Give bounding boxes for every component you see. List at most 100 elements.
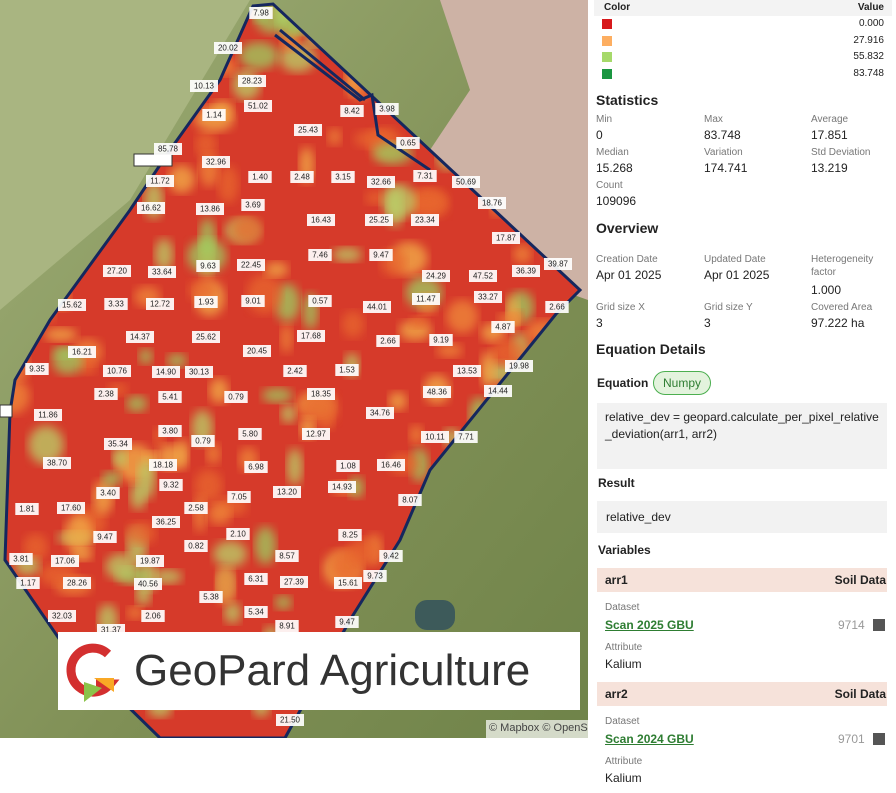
value-label: 16.43 xyxy=(311,216,332,225)
heat-blob xyxy=(154,238,174,271)
value-label-bg xyxy=(241,295,265,307)
value-label: 8.42 xyxy=(344,107,360,116)
value-label-bg xyxy=(340,105,364,117)
dataset-id: 9701 xyxy=(838,732,865,746)
attribute-value: Kalium xyxy=(605,657,642,671)
value-label: 2.66 xyxy=(549,303,565,312)
value-label: 2.48 xyxy=(294,173,310,182)
overview-value: Apr 01 2025 xyxy=(704,268,770,282)
value-label-bg xyxy=(214,42,242,54)
value-label-bg xyxy=(275,550,299,562)
value-label: 1.08 xyxy=(340,462,356,471)
heat-blob xyxy=(217,165,239,204)
value-label: 21.50 xyxy=(280,716,301,725)
value-label: 38.70 xyxy=(47,459,68,468)
variable-band xyxy=(597,568,887,592)
value-label-bg xyxy=(244,461,268,473)
value-label-bg xyxy=(307,388,335,400)
stat-value: 17.851 xyxy=(811,128,848,142)
heat-blob xyxy=(490,338,526,367)
legend-header: Value xyxy=(857,2,884,13)
logo-accent xyxy=(94,678,114,692)
value-label: 32.03 xyxy=(52,612,73,621)
dataset-icon xyxy=(873,733,885,745)
value-label-bg xyxy=(146,175,174,187)
heat-blob xyxy=(105,553,137,580)
value-label: 7.31 xyxy=(417,172,433,181)
dataset-link[interactable]: Scan 2024 GBU xyxy=(605,732,694,746)
value-label: 50.69 xyxy=(456,178,477,187)
equation-label: Equation xyxy=(597,376,649,390)
value-label-bg xyxy=(103,365,131,377)
value-label-bg xyxy=(336,460,360,472)
value-label: 32.66 xyxy=(371,178,392,187)
value-label: 2.10 xyxy=(230,530,246,539)
value-label: 10.13 xyxy=(194,82,215,91)
value-label: 10.76 xyxy=(107,367,128,376)
value-label: 33.27 xyxy=(478,293,499,302)
value-label-bg xyxy=(96,487,120,499)
stat-value: 15.268 xyxy=(596,161,633,175)
value-label: 1.93 xyxy=(198,298,214,307)
value-label: 28.23 xyxy=(242,77,263,86)
logo-box: GeoPard Agriculture xyxy=(58,632,580,710)
heat-blob xyxy=(126,606,144,620)
value-label-bg xyxy=(152,516,180,528)
value-label-bg xyxy=(248,171,272,183)
value-label: 12.97 xyxy=(306,430,327,439)
value-label-bg xyxy=(478,197,506,209)
value-label-bg xyxy=(396,137,420,149)
value-label-bg xyxy=(334,577,362,589)
value-label: 3.33 xyxy=(108,300,124,309)
value-label-bg xyxy=(154,143,182,155)
value-label-bg xyxy=(376,335,400,347)
value-label: 14.93 xyxy=(332,483,353,492)
value-label: 0.79 xyxy=(228,393,244,402)
heat-blob xyxy=(239,41,279,70)
overview-label: Covered Area xyxy=(811,302,873,313)
value-label: 18.18 xyxy=(153,461,174,470)
value-label: 9.32 xyxy=(163,481,179,490)
dataset-icon xyxy=(873,619,885,631)
value-label: 0.65 xyxy=(400,139,416,148)
value-label: 1.17 xyxy=(20,579,36,588)
map: 7.98 20.02 10.13 28.23 51.02 1.14 3.98 8.42 25.4… xyxy=(0,0,588,738)
value-label-bg xyxy=(290,171,314,183)
legend-header-bg xyxy=(594,0,892,16)
value-label: 85.78 xyxy=(158,145,179,154)
value-label-bg xyxy=(226,528,250,540)
legend-value: 0.000 xyxy=(858,18,884,29)
value-label: 19.87 xyxy=(140,557,161,566)
value-label-bg xyxy=(192,331,220,343)
dataset-link[interactable]: Scan 2025 GBU xyxy=(605,618,694,632)
value-label-bg xyxy=(512,265,540,277)
value-label-bg xyxy=(338,529,362,541)
attribute-label: Attribute xyxy=(605,642,643,653)
value-label: 13.86 xyxy=(200,205,221,214)
value-label: 16.62 xyxy=(141,204,162,213)
value-label-bg xyxy=(484,385,512,397)
value-label-bg xyxy=(136,555,164,567)
value-label-bg xyxy=(369,249,393,261)
section-title: Statistics xyxy=(596,92,659,108)
value-label: 6.31 xyxy=(248,575,264,584)
value-label-bg xyxy=(308,295,332,307)
value-label: 25.62 xyxy=(196,333,217,342)
value-label: 48.36 xyxy=(427,388,448,397)
value-label: 9.73 xyxy=(367,572,383,581)
heat-blob xyxy=(280,404,296,424)
value-label-bg xyxy=(423,386,451,398)
value-label: 8.57 xyxy=(279,552,295,561)
value-label-bg xyxy=(58,299,86,311)
value-label-bg xyxy=(363,570,387,582)
code-box: relative_dev = geopard.calculate_per_pix… xyxy=(597,403,887,469)
heat-blob xyxy=(138,348,153,365)
variable-name: arr2 xyxy=(605,687,628,701)
value-label-bg xyxy=(238,75,266,87)
variable-band xyxy=(597,682,887,706)
value-label-bg xyxy=(190,80,218,92)
value-label-bg xyxy=(158,391,182,403)
value-label-bg xyxy=(104,298,128,310)
value-label-bg xyxy=(276,714,304,726)
legend-header: Color xyxy=(604,2,631,13)
